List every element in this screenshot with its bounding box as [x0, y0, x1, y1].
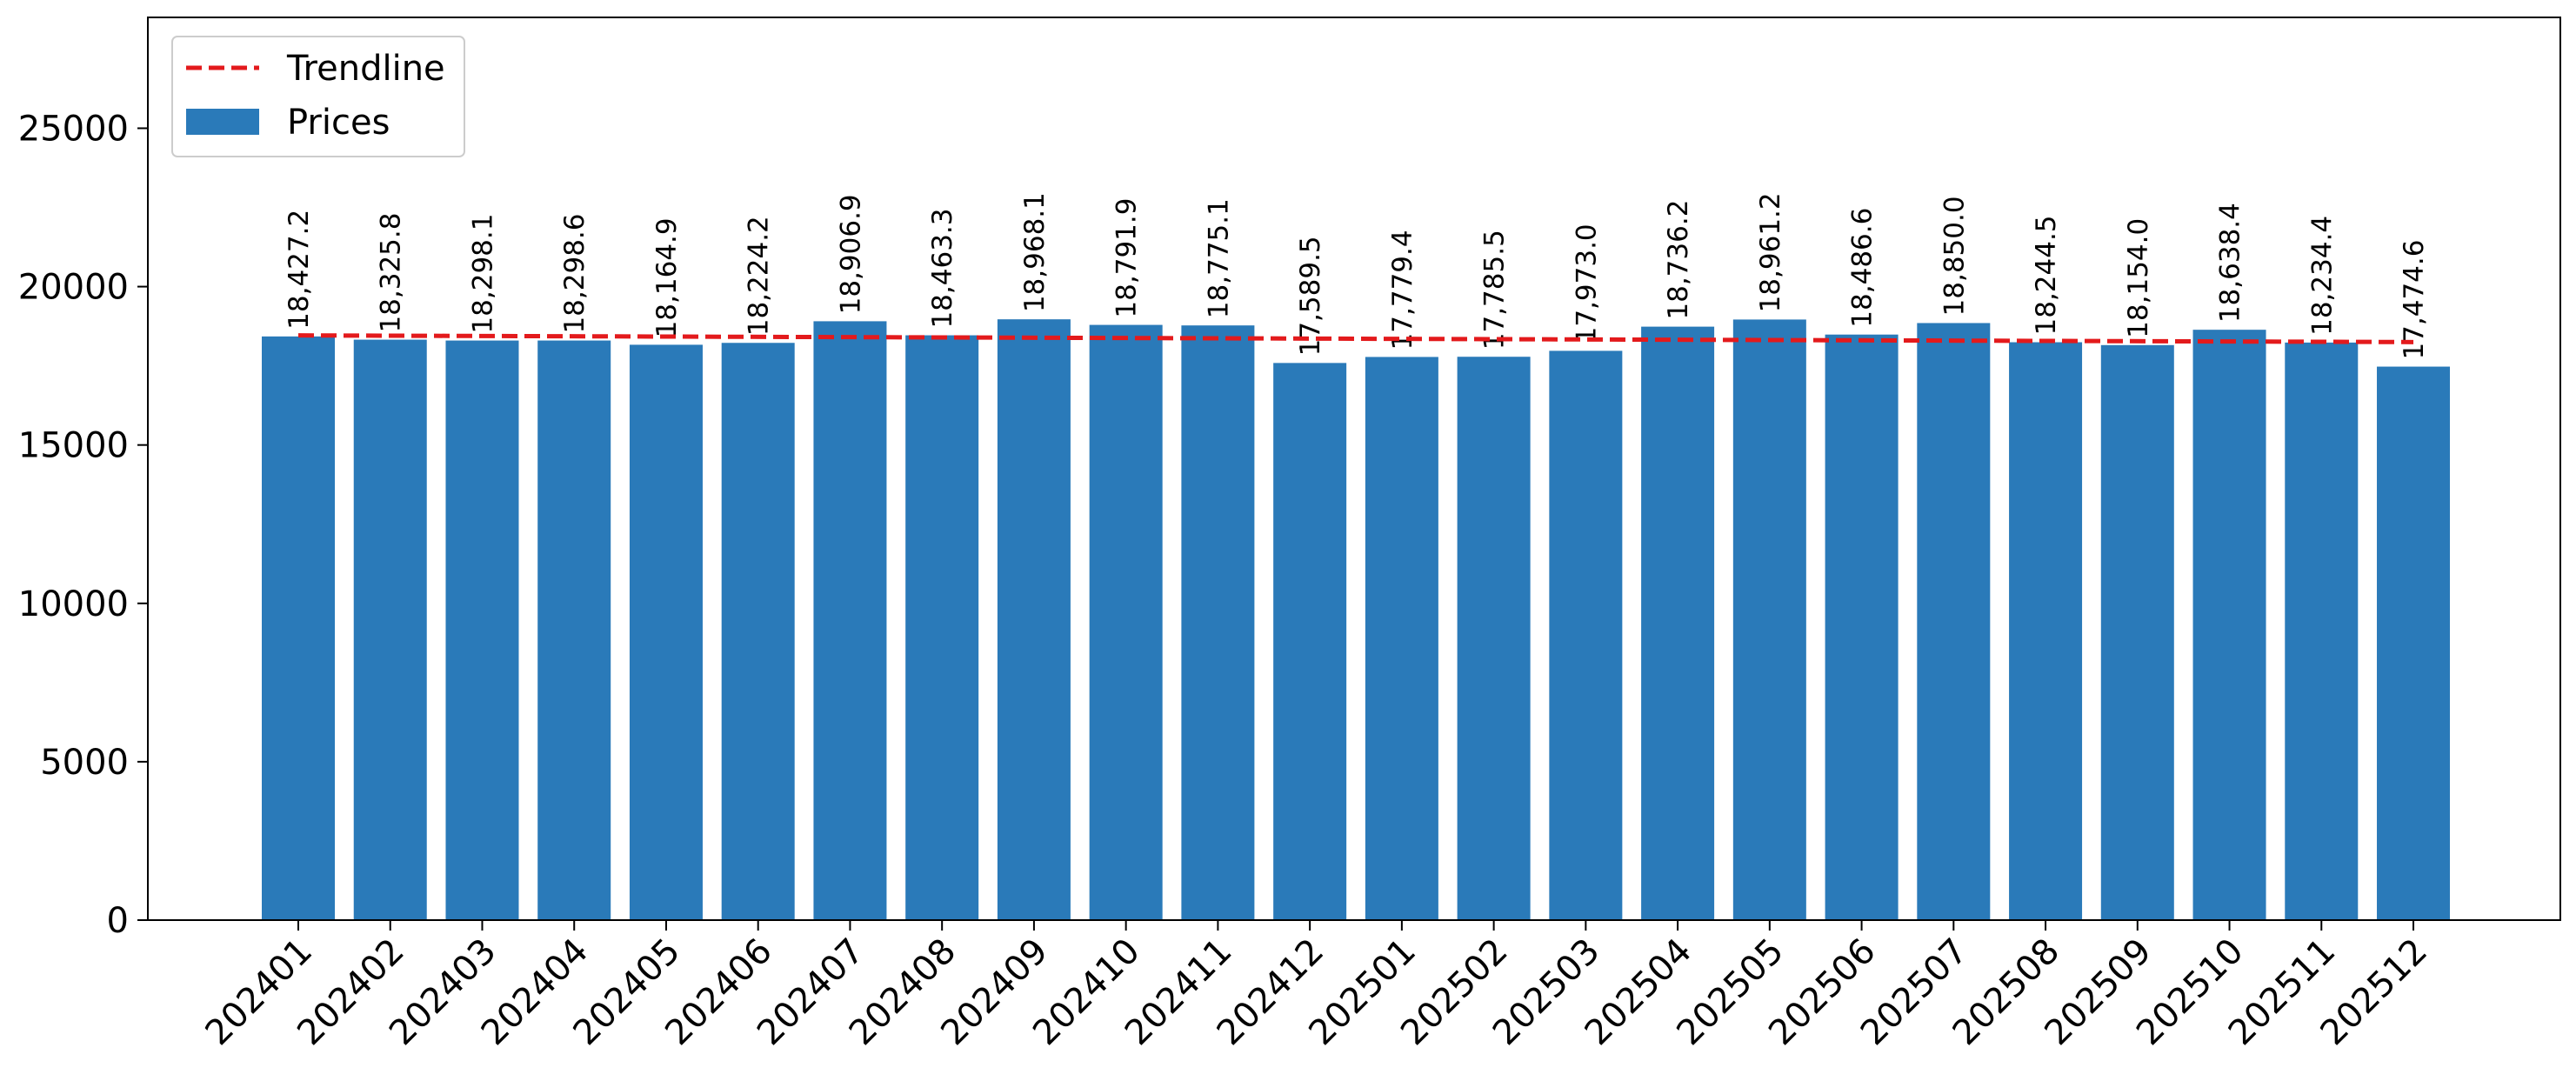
legend-trendline-label: Trendline	[286, 49, 445, 89]
legend: Trendline Prices	[171, 36, 465, 157]
data-label-202505: 18,961.2	[1755, 192, 1786, 312]
bar-202409	[997, 319, 1071, 920]
y-tick-label-25000: 25000	[18, 109, 129, 149]
bar-202410	[1089, 324, 1163, 920]
bar-202501	[1365, 357, 1438, 920]
bar-202406	[721, 343, 795, 920]
bar-202512	[2377, 366, 2451, 921]
legend-prices-label: Prices	[287, 103, 390, 143]
data-label-202503: 17,973.0	[1571, 224, 1602, 344]
data-label-202401: 18,427.2	[284, 210, 315, 330]
bar-202505	[1732, 319, 1806, 920]
bar-202412	[1273, 363, 1347, 920]
trendline	[297, 333, 2414, 344]
bar-202510	[2192, 330, 2266, 920]
data-label-202407: 18,906.9	[835, 194, 866, 314]
data-label-202508: 18,244.5	[2031, 215, 2062, 335]
bar-202503	[1549, 350, 1623, 920]
bar-202405	[629, 344, 703, 920]
bar-202508	[2009, 342, 2083, 920]
data-label-202408: 18,463.3	[927, 209, 958, 329]
bar-202404	[537, 340, 611, 920]
data-label-202405: 18,164.9	[651, 217, 683, 337]
bar-202511	[2285, 342, 2359, 920]
data-label-202403: 18,298.1	[467, 214, 498, 334]
data-label-202502: 17,785.5	[1479, 230, 1511, 350]
bar-202411	[1181, 325, 1255, 920]
data-label-202501: 17,779.4	[1387, 230, 1418, 350]
bars-layer	[262, 319, 2451, 921]
y-tick-label-15000: 15000	[18, 426, 129, 466]
data-label-202507: 18,850.0	[1939, 196, 1970, 316]
bar-202408	[905, 335, 979, 920]
data-label-202406: 18,224.2	[744, 216, 775, 336]
data-label-202402: 18,325.8	[376, 213, 407, 333]
bar-202504	[1641, 326, 1715, 920]
data-label-202510: 18,638.4	[2215, 203, 2246, 323]
legend-prices-swatch	[186, 109, 259, 135]
y-tick-label-20000: 20000	[18, 268, 129, 308]
data-labels-layer: 18,427.2 18,325.8 18,298.1 18,298.6 18,164.9…	[284, 192, 2430, 359]
data-label-202509: 18,154.0	[2123, 218, 2154, 338]
data-label-202404: 18,298.6	[559, 213, 591, 333]
data-label-202504: 18,736.2	[1663, 200, 1694, 320]
bar-202401	[262, 336, 335, 921]
data-label-202411: 18,775.1	[1203, 198, 1234, 318]
y-tick-label-10000: 10000	[18, 584, 129, 624]
bar-202407	[813, 321, 887, 920]
data-label-202511: 18,234.4	[2306, 216, 2338, 336]
y-tick-label-0: 0	[107, 901, 129, 941]
data-label-202409: 18,968.1	[1019, 192, 1051, 312]
plot-frame	[147, 17, 2561, 921]
bar-202506	[1825, 334, 1899, 920]
y-tick-label-5000: 5000	[40, 743, 129, 783]
bar-202509	[2100, 344, 2174, 920]
data-label-202412: 17,589.5	[1295, 236, 1326, 356]
data-label-202506: 18,486.6	[1847, 208, 1879, 328]
trendline-layer	[297, 333, 2414, 344]
data-label-202410: 18,791.9	[1111, 198, 1143, 318]
bar-202402	[353, 339, 427, 921]
data-label-202512: 17,474.6	[2399, 240, 2430, 360]
bar-202507	[1917, 323, 1991, 921]
bar-202502	[1457, 357, 1531, 920]
bar-202403	[445, 340, 519, 920]
